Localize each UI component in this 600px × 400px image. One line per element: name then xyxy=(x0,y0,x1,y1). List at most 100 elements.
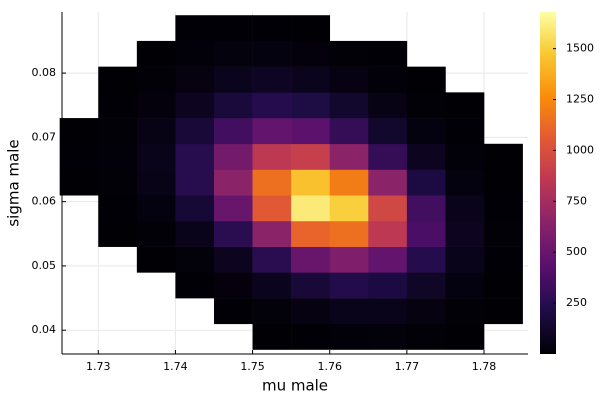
heatmap-cell xyxy=(59,118,99,145)
heatmap-cell xyxy=(445,246,485,273)
heatmap-cell xyxy=(291,246,331,273)
heatmap-cell xyxy=(213,66,253,93)
heatmap-cell xyxy=(213,272,253,299)
heatmap-cell xyxy=(136,195,176,222)
heatmap-cell xyxy=(252,246,292,273)
heatmap-cell xyxy=(175,246,215,273)
colorbar-tick-label: 1500 xyxy=(566,42,594,55)
heatmap-cell xyxy=(445,220,485,247)
x-tick-label: 1.75 xyxy=(240,360,265,373)
heatmap-cell xyxy=(252,143,292,170)
colorbar xyxy=(540,12,556,354)
y-tick-label: 0.05 xyxy=(32,259,57,272)
heatmap-cell xyxy=(445,195,485,222)
heatmap-cell xyxy=(291,169,331,196)
heatmap-cell xyxy=(368,169,408,196)
heatmap-cell xyxy=(291,195,331,222)
heatmap-cell xyxy=(213,40,253,67)
heatmap-cell xyxy=(406,298,446,325)
heatmap-cell xyxy=(291,66,331,93)
heatmap-cell xyxy=(291,272,331,299)
heatmap-cell xyxy=(175,272,215,299)
colorbar-tick-label: 1250 xyxy=(566,93,594,106)
heatmap-cell xyxy=(329,323,369,350)
colorbar-tick-label: 500 xyxy=(566,245,587,258)
heatmap-cell xyxy=(368,92,408,119)
heatmap-cell xyxy=(406,195,446,222)
heatmap-cell xyxy=(445,323,485,350)
heatmap-cell xyxy=(445,169,485,196)
heatmap-cell xyxy=(291,118,331,145)
y-tick-label: 0.08 xyxy=(32,66,57,79)
heatmap-cell xyxy=(484,246,523,273)
heatmap-cell xyxy=(291,40,331,67)
heatmap-cell xyxy=(175,92,215,119)
colorbar-tick-label: 1000 xyxy=(566,143,594,156)
heatmap-cell xyxy=(406,220,446,247)
heatmap-cell xyxy=(252,169,292,196)
heatmap-cell xyxy=(406,66,446,93)
heatmap-cell xyxy=(329,298,369,325)
y-tick-label: 0.07 xyxy=(32,130,57,143)
heatmap-cell xyxy=(175,15,215,42)
heatmap-cell xyxy=(484,195,523,222)
heatmap-cell xyxy=(329,143,369,170)
heatmap-cell xyxy=(175,169,215,196)
heatmap-cell xyxy=(291,220,331,247)
heatmap-cell xyxy=(445,92,485,119)
heatmap-cell xyxy=(175,66,215,93)
heatmap-cell xyxy=(252,40,292,67)
heatmap-cell xyxy=(406,169,446,196)
heatmap-cell xyxy=(252,298,292,325)
heatmap-cell xyxy=(406,118,446,145)
heatmap-cell xyxy=(291,298,331,325)
heatmap-cell xyxy=(368,118,408,145)
heatmap-cell xyxy=(329,272,369,299)
heatmap-cell xyxy=(368,220,408,247)
heatmap-cell xyxy=(175,118,215,145)
colorbar-tick-label: 250 xyxy=(566,296,587,309)
heatmap-cell xyxy=(291,143,331,170)
heatmap-cell xyxy=(291,92,331,119)
heatmap-cell xyxy=(329,246,369,273)
heatmap-cell xyxy=(368,298,408,325)
heatmap-cell xyxy=(136,246,176,273)
heatmap-cell xyxy=(368,195,408,222)
heatmap-cell xyxy=(329,195,369,222)
heatmap-cell xyxy=(329,40,369,67)
heatmap-cell xyxy=(445,298,485,325)
heatmap-cell xyxy=(136,220,176,247)
heatmap-cell xyxy=(484,169,523,196)
colorbar-tick-label: 750 xyxy=(566,194,587,207)
heatmap-cell xyxy=(175,220,215,247)
x-tick-label: 1.73 xyxy=(86,360,111,373)
heatmap-cell xyxy=(252,118,292,145)
heatmap-cell xyxy=(98,92,138,119)
y-tick-label: 0.06 xyxy=(32,195,57,208)
heatmap-cell xyxy=(213,92,253,119)
heatmap-cell xyxy=(368,272,408,299)
heatmap-cell xyxy=(291,323,331,350)
heatmap-cell xyxy=(368,66,408,93)
heatmap-cell xyxy=(368,246,408,273)
heatmap-cell xyxy=(136,118,176,145)
heatmap-cell xyxy=(136,169,176,196)
heatmap-cell xyxy=(484,143,523,170)
heatmap-cell xyxy=(406,272,446,299)
heatmap-cell xyxy=(213,143,253,170)
heatmap-cell xyxy=(484,272,523,299)
heatmap-cell xyxy=(445,143,485,170)
x-axis-label: mu male xyxy=(262,377,328,395)
heatmap-cell xyxy=(329,92,369,119)
heatmap-cell xyxy=(175,143,215,170)
heatmap-cell xyxy=(329,66,369,93)
x-tick-label: 1.77 xyxy=(395,360,420,373)
x-tick-label: 1.78 xyxy=(472,360,497,373)
heatmap-cell xyxy=(213,246,253,273)
heatmap-cell xyxy=(213,169,253,196)
heatmap-cell xyxy=(136,40,176,67)
heatmap-cell xyxy=(213,195,253,222)
heatmap-cell xyxy=(406,143,446,170)
heatmap-cell xyxy=(213,118,253,145)
